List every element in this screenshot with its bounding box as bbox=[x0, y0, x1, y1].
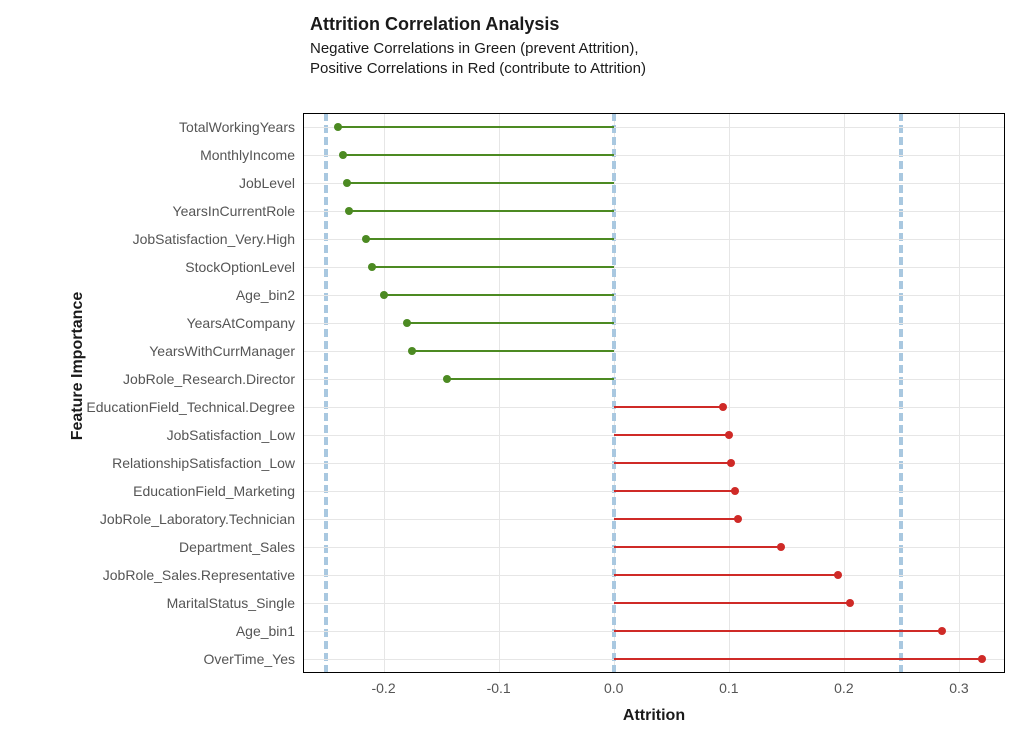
y-tick-label: MaritalStatus_Single bbox=[167, 595, 295, 611]
lollipop-dot bbox=[339, 151, 347, 159]
y-tick-label: EducationField_Technical.Degree bbox=[86, 399, 295, 415]
gridline-v bbox=[729, 113, 730, 673]
lollipop-dot bbox=[834, 571, 842, 579]
y-tick-label: TotalWorkingYears bbox=[179, 119, 295, 135]
x-tick-label: 0.0 bbox=[604, 680, 623, 696]
lollipop-dot bbox=[362, 235, 370, 243]
x-tick-label: 0.1 bbox=[719, 680, 738, 696]
y-tick-label: JobSatisfaction_Very.High bbox=[133, 231, 295, 247]
y-tick-label: MonthlyIncome bbox=[200, 147, 295, 163]
lollipop-stem bbox=[338, 126, 614, 128]
lollipop-stem bbox=[614, 406, 723, 408]
chart-canvas: Attrition Correlation Analysis Negative … bbox=[0, 0, 1024, 731]
lollipop-stem bbox=[614, 658, 982, 660]
gridline-v bbox=[499, 113, 500, 673]
lollipop-stem bbox=[366, 238, 613, 240]
x-tick-label: -0.2 bbox=[371, 680, 395, 696]
lollipop-stem bbox=[614, 546, 781, 548]
lollipop-dot bbox=[380, 291, 388, 299]
lollipop-stem bbox=[614, 518, 738, 520]
lollipop-stem bbox=[412, 350, 613, 352]
lollipop-stem bbox=[447, 378, 614, 380]
y-tick-label: YearsInCurrentRole bbox=[173, 203, 295, 219]
lollipop-dot bbox=[777, 543, 785, 551]
lollipop-stem bbox=[349, 210, 614, 212]
lollipop-stem bbox=[614, 630, 942, 632]
x-tick-label: 0.3 bbox=[949, 680, 968, 696]
lollipop-dot bbox=[978, 655, 986, 663]
y-tick-label: YearsAtCompany bbox=[187, 315, 295, 331]
y-axis-title: Feature Importance bbox=[69, 291, 87, 439]
reference-line bbox=[324, 113, 328, 673]
lollipop-stem bbox=[614, 602, 850, 604]
reference-line bbox=[612, 113, 616, 673]
y-tick-label: Age_bin2 bbox=[236, 287, 295, 303]
gridline-h bbox=[303, 379, 1005, 380]
chart-panel bbox=[303, 113, 1005, 673]
lollipop-stem bbox=[384, 294, 614, 296]
y-tick-label: RelationshipSatisfaction_Low bbox=[112, 455, 295, 471]
chart-title: Attrition Correlation Analysis bbox=[310, 14, 646, 35]
y-tick-label: JobLevel bbox=[239, 175, 295, 191]
lollipop-dot bbox=[345, 207, 353, 215]
lollipop-dot bbox=[725, 431, 733, 439]
lollipop-dot bbox=[719, 403, 727, 411]
gridline-v bbox=[844, 113, 845, 673]
y-tick-label: EducationField_Marketing bbox=[133, 483, 295, 499]
lollipop-stem bbox=[614, 434, 729, 436]
lollipop-dot bbox=[731, 487, 739, 495]
lollipop-stem bbox=[372, 266, 614, 268]
y-tick-label: JobRole_Sales.Representative bbox=[103, 567, 295, 583]
lollipop-dot bbox=[408, 347, 416, 355]
subtitle-line-2: Positive Correlations in Red (contribute… bbox=[310, 60, 646, 77]
y-tick-label: Department_Sales bbox=[179, 539, 295, 555]
chart-subtitle: Negative Correlations in Green (prevent … bbox=[310, 39, 646, 80]
lollipop-dot bbox=[403, 319, 411, 327]
lollipop-dot bbox=[846, 599, 854, 607]
lollipop-stem bbox=[343, 154, 613, 156]
lollipop-dot bbox=[334, 123, 342, 131]
x-axis-title: Attrition bbox=[623, 707, 685, 725]
y-tick-label: JobSatisfaction_Low bbox=[167, 427, 295, 443]
y-tick-label: Age_bin1 bbox=[236, 623, 295, 639]
lollipop-dot bbox=[443, 375, 451, 383]
lollipop-stem bbox=[614, 490, 735, 492]
lollipop-dot bbox=[343, 179, 351, 187]
lollipop-dot bbox=[938, 627, 946, 635]
title-block: Attrition Correlation Analysis Negative … bbox=[310, 14, 646, 80]
gridline-v bbox=[384, 113, 385, 673]
y-tick-label: OverTime_Yes bbox=[203, 651, 295, 667]
lollipop-dot bbox=[734, 515, 742, 523]
y-tick-label: JobRole_Research.Director bbox=[123, 371, 295, 387]
lollipop-stem bbox=[614, 574, 838, 576]
lollipop-stem bbox=[614, 462, 731, 464]
y-tick-label: StockOptionLevel bbox=[185, 259, 295, 275]
lollipop-stem bbox=[407, 322, 614, 324]
lollipop-dot bbox=[727, 459, 735, 467]
subtitle-line-1: Negative Correlations in Green (prevent … bbox=[310, 40, 638, 57]
x-tick-label: 0.2 bbox=[834, 680, 853, 696]
x-tick-label: -0.1 bbox=[487, 680, 511, 696]
lollipop-dot bbox=[368, 263, 376, 271]
lollipop-stem bbox=[347, 182, 614, 184]
y-tick-label: YearsWithCurrManager bbox=[149, 343, 295, 359]
gridline-v bbox=[959, 113, 960, 673]
reference-line bbox=[899, 113, 903, 673]
y-tick-label: JobRole_Laboratory.Technician bbox=[100, 511, 295, 527]
